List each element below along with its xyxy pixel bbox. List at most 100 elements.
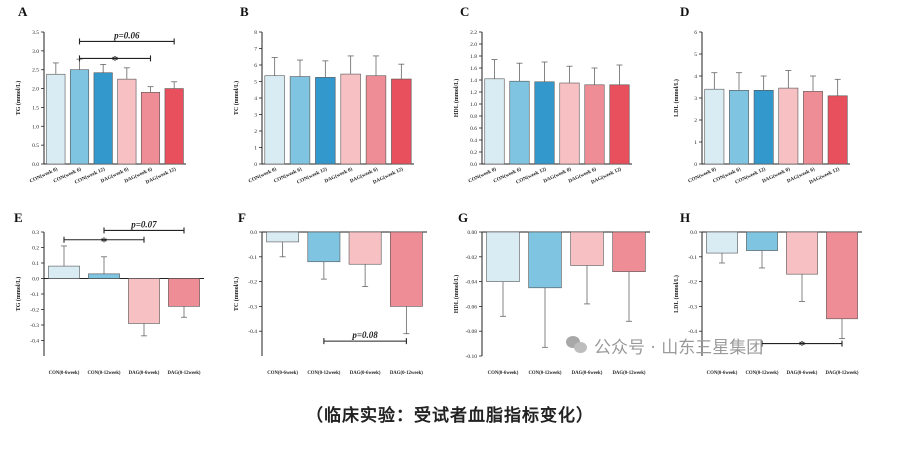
bar bbox=[584, 84, 605, 165]
y-tick-label: 0.5 bbox=[32, 143, 39, 149]
category-label: CON(0-6week) bbox=[707, 371, 738, 376]
category-label: DAG(0-12week) bbox=[612, 371, 645, 376]
bar bbox=[534, 81, 555, 165]
figure-caption: （临床实验：受试者血脂指标变化） bbox=[306, 406, 594, 426]
bar bbox=[164, 88, 184, 165]
y-tick-label: 1.5 bbox=[32, 105, 39, 111]
bar bbox=[264, 75, 285, 165]
y-tick-label: 6 bbox=[694, 30, 697, 36]
bar bbox=[729, 90, 749, 165]
y-tick-label: 3 bbox=[254, 113, 257, 119]
bar bbox=[706, 231, 738, 254]
bar bbox=[340, 73, 361, 165]
bar bbox=[389, 231, 423, 307]
category-label: CON(0-12week) bbox=[528, 371, 561, 376]
y-tick-label: -0.2 bbox=[30, 308, 39, 314]
y-tick-label: 0.2 bbox=[470, 150, 477, 156]
y-tick-label: -0.3 bbox=[30, 323, 39, 329]
y-axis-label: TG (mmol/L) bbox=[15, 81, 22, 116]
bar bbox=[786, 231, 818, 275]
y-tick-label: -0.04 bbox=[466, 280, 478, 286]
y-tick-label: -0.1 bbox=[248, 255, 257, 261]
y-tick-label: 8 bbox=[254, 30, 257, 36]
bar bbox=[609, 84, 630, 165]
y-tick-label: -0.4 bbox=[248, 329, 257, 335]
bar bbox=[509, 80, 530, 165]
bar bbox=[307, 231, 341, 263]
panel-label: E bbox=[14, 210, 23, 225]
y-tick-label: 7 bbox=[254, 47, 257, 53]
y-axis-label: LDL (mmol/L) bbox=[673, 275, 680, 313]
y-tick-label: 3 bbox=[694, 96, 697, 102]
watermark: 公众号 · 山东三星集团 bbox=[566, 333, 763, 358]
y-tick-label: 0.1 bbox=[32, 261, 39, 267]
significance-label: * bbox=[112, 52, 119, 67]
bar bbox=[486, 231, 520, 282]
y-tick-label: -0.2 bbox=[248, 280, 257, 286]
y-tick-label: -0.3 bbox=[688, 304, 697, 310]
category-label: CON(0-12week) bbox=[87, 371, 120, 376]
bar bbox=[69, 69, 90, 165]
bar bbox=[48, 265, 80, 279]
bar bbox=[46, 73, 66, 165]
y-tick-label: 1.0 bbox=[470, 102, 477, 108]
y-tick-label: 1 bbox=[694, 140, 697, 146]
y-tick-label: 0.3 bbox=[32, 230, 39, 236]
y-tick-label: 1.0 bbox=[32, 124, 39, 130]
significance-label: * bbox=[799, 338, 806, 353]
y-tick-label: 2.5 bbox=[32, 68, 39, 74]
y-tick-label: -0.02 bbox=[466, 255, 478, 261]
y-tick-label: 2.0 bbox=[470, 42, 477, 48]
y-tick-label: 0.4 bbox=[470, 138, 477, 144]
bar bbox=[88, 273, 120, 279]
panel-label: H bbox=[680, 210, 690, 225]
y-tick-label: 0.00 bbox=[467, 230, 477, 236]
y-tick-label: 3.0 bbox=[32, 49, 39, 55]
category-label: CON(0-6week) bbox=[488, 371, 519, 376]
category-label: CON(0-12week) bbox=[307, 371, 340, 376]
bar bbox=[348, 231, 382, 265]
panel-label: D bbox=[680, 4, 689, 19]
bar bbox=[117, 78, 137, 165]
y-tick-label: 1.8 bbox=[470, 54, 477, 60]
y-tick-label: 2.0 bbox=[32, 87, 39, 93]
category-label: DAG(0-12week) bbox=[825, 371, 858, 376]
y-tick-label: 0 bbox=[694, 162, 697, 168]
bar bbox=[559, 82, 580, 165]
bar bbox=[484, 78, 505, 165]
y-tick-label: 0.0 bbox=[250, 230, 257, 236]
bar bbox=[140, 92, 161, 165]
panel-label: B bbox=[240, 4, 249, 19]
bar bbox=[93, 72, 113, 165]
y-axis-label: TC (mmol/L) bbox=[233, 81, 240, 115]
y-axis-label: TG (mmol/L) bbox=[15, 277, 22, 312]
y-tick-label: 0.8 bbox=[470, 114, 477, 120]
wechat-icon bbox=[566, 336, 588, 354]
y-axis-label: TC (mmol/L) bbox=[233, 277, 240, 311]
figure-grid: A 0.0 0.5 1.0 1.5 2.0 2.5 3.0 3.5 TG (mmol/L) CON(… bbox=[14, 4, 862, 376]
bar bbox=[570, 231, 604, 266]
y-tick-label: 5 bbox=[694, 52, 697, 58]
y-tick-label: 1 bbox=[254, 146, 257, 152]
y-axis-label: HDL (mmol/L) bbox=[453, 275, 460, 314]
bar bbox=[528, 231, 562, 289]
y-tick-label: 2.2 bbox=[470, 30, 477, 36]
y-tick-label: 3.5 bbox=[32, 30, 39, 36]
y-tick-label: 0 bbox=[254, 162, 257, 168]
y-tick-label: 4 bbox=[254, 96, 257, 102]
panel-label: A bbox=[18, 4, 28, 19]
bar bbox=[746, 231, 778, 251]
y-tick-label: -0.1 bbox=[30, 292, 39, 298]
category-label: DAG(0-12week) bbox=[167, 371, 200, 376]
panel-label: C bbox=[460, 4, 469, 19]
bar bbox=[803, 91, 823, 165]
panel-label: F bbox=[238, 210, 246, 225]
y-tick-label: 0.2 bbox=[32, 246, 39, 252]
y-tick-label: 2 bbox=[694, 118, 697, 124]
bar bbox=[168, 278, 200, 307]
bar bbox=[704, 88, 725, 165]
significance-label: p=0.06 bbox=[113, 30, 140, 40]
category-label: DAG(0-6week) bbox=[572, 371, 603, 376]
chart-panel-g: G -0.10 -0.08 -0.06 -0.04 -0.02 0.00 HDL (mmol/… bbox=[453, 210, 650, 376]
y-tick-label: 1.6 bbox=[470, 66, 477, 72]
